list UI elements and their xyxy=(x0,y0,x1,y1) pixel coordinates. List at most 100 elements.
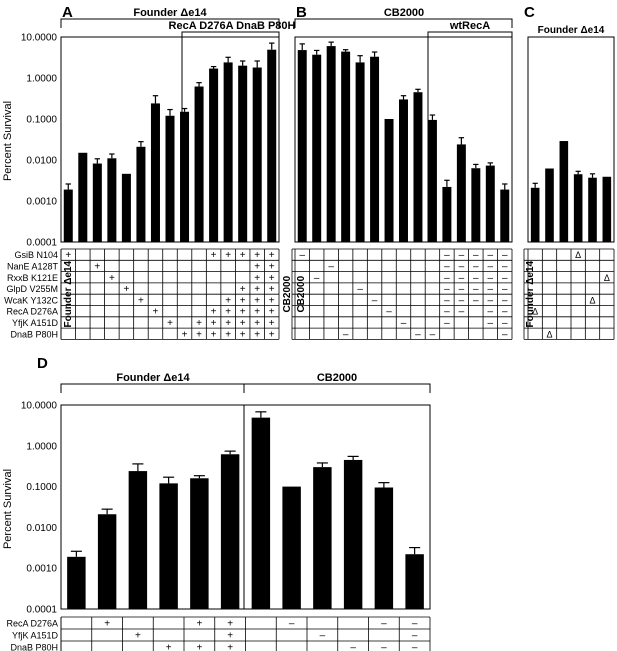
genotype-mark: + xyxy=(269,329,275,340)
genotype-mark: – xyxy=(473,250,479,261)
subheader-a: RecA D276A DnaB P80H xyxy=(169,20,296,32)
bar xyxy=(370,56,380,242)
genotype-mark: – xyxy=(488,261,494,272)
bar xyxy=(165,115,175,242)
genotype-mark: + xyxy=(196,329,202,340)
genotype-mark: – xyxy=(502,307,508,318)
genotype-mark: + xyxy=(135,631,141,642)
bar xyxy=(405,554,424,609)
genotype-mark: – xyxy=(488,273,494,284)
bar xyxy=(297,50,307,243)
genotype-mark: – xyxy=(473,295,479,306)
genotype-mark: + xyxy=(225,307,231,318)
genotype-mark: – xyxy=(473,261,479,272)
bar xyxy=(252,67,262,242)
bar xyxy=(573,174,583,242)
genotype-mark: + xyxy=(211,318,217,329)
y-tick-label: 0.0100 xyxy=(26,523,57,534)
genotype-mark: – xyxy=(473,273,479,284)
genotype-mark: – xyxy=(502,273,508,284)
genotype-mark: + xyxy=(94,261,100,272)
bar xyxy=(190,478,209,609)
panel-b-genotype-table: ––––––––– –––––––––––––––––––––––––––––––… xyxy=(291,248,513,340)
genotype-mark: – xyxy=(430,329,436,340)
genotype-mark: – xyxy=(488,295,494,306)
table-row-label: YfjK A151D xyxy=(12,631,59,641)
bar xyxy=(92,163,102,242)
y-tick-label: 0.1000 xyxy=(26,482,57,493)
genotype-mark: + xyxy=(227,643,233,651)
panel-c-plot xyxy=(527,36,615,243)
genotype-mark: + xyxy=(240,295,246,306)
genotype-mark: – xyxy=(502,295,508,306)
y-tick-label: 10.0000 xyxy=(21,401,58,412)
bar xyxy=(313,467,332,609)
genotype-mark: – xyxy=(502,250,508,261)
bar xyxy=(326,46,336,243)
genotype-mark: – xyxy=(502,329,508,340)
genotype-mark: + xyxy=(211,329,217,340)
genotype-mark: – xyxy=(320,631,326,642)
genotype-mark: – xyxy=(381,619,387,630)
genotype-mark: + xyxy=(240,307,246,318)
genotype-mark: + xyxy=(123,284,129,295)
bar xyxy=(471,168,481,242)
header-b: CB2000 xyxy=(384,7,424,19)
bar xyxy=(282,486,301,609)
bar xyxy=(63,189,73,242)
genotype-mark: + xyxy=(211,250,217,261)
panel-b-plot xyxy=(294,36,513,243)
y-tick-label: 0.0100 xyxy=(26,156,57,167)
genotype-mark: – xyxy=(314,273,320,284)
genotype-mark: – xyxy=(473,284,479,295)
strain-label: CB2000 xyxy=(296,275,307,312)
panel-label-b: B xyxy=(296,4,307,21)
genotype-mark: – xyxy=(289,619,295,630)
genotype-mark: + xyxy=(269,261,275,272)
bar xyxy=(559,141,569,242)
genotype-mark: – xyxy=(386,307,392,318)
genotype-mark: – xyxy=(372,295,378,306)
genotype-mark: + xyxy=(254,295,260,306)
genotype-mark: + xyxy=(240,284,246,295)
table-row-label: YfjK A151D xyxy=(12,318,59,328)
genotype-mark: + xyxy=(269,284,275,295)
table-row-label: DnaB P80H xyxy=(10,643,58,651)
panel-label-a: A xyxy=(62,4,73,21)
genotype-mark: – xyxy=(401,318,407,329)
y-tick-label: 0.0010 xyxy=(26,564,57,575)
genotype-mark: – xyxy=(444,295,450,306)
table-row-label: RxxB K121E xyxy=(7,273,58,283)
genotype-mark: – xyxy=(444,318,450,329)
panel-a-genotype-table: ++++++++++++++++++++++++++++++++++++++++… xyxy=(4,248,293,340)
genotype-mark: + xyxy=(109,273,115,284)
plot-frame xyxy=(60,404,431,610)
bar xyxy=(355,62,365,242)
genotype-mark: – xyxy=(488,318,494,329)
genotype-mark: + xyxy=(269,273,275,284)
genotype-mark: – xyxy=(350,643,356,651)
bar xyxy=(399,99,408,243)
genotype-mark: – xyxy=(299,250,305,261)
strain-label: CB2000 xyxy=(282,275,293,312)
genotype-mark: + xyxy=(196,643,202,651)
y-tick-label: 0.0010 xyxy=(26,197,57,208)
genotype-mark: + xyxy=(269,318,275,329)
bar xyxy=(343,459,363,609)
panel-label-c: C xyxy=(524,4,535,21)
genotype-mark: – xyxy=(444,261,450,272)
genotype-mark: – xyxy=(459,295,465,306)
bar xyxy=(545,168,554,242)
bar xyxy=(128,471,148,609)
genotype-mark: – xyxy=(459,250,465,261)
table-row-label: GsiB N104 xyxy=(14,250,58,260)
genotype-mark: + xyxy=(254,261,260,272)
table-row-label: NanE A128T xyxy=(7,261,59,271)
genotype-mark: + xyxy=(240,318,246,329)
genotype-mark: Δ xyxy=(532,307,538,317)
bar xyxy=(374,487,394,609)
panel-d-plot xyxy=(60,404,431,610)
genotype-mark: + xyxy=(269,295,275,306)
